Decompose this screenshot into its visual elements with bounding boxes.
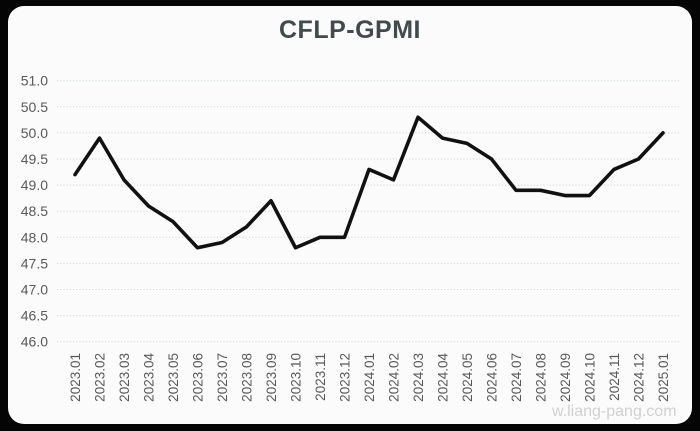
x-axis-tick-label: 2024.07 — [509, 353, 524, 402]
x-axis-tick-label: 2024.09 — [558, 353, 573, 402]
y-axis-tick-label: 51.0 — [21, 73, 48, 89]
x-axis-tick-label: 2024.10 — [583, 353, 598, 402]
y-axis-tick-label: 50.0 — [21, 125, 48, 141]
y-axis-tick-label: 48.5 — [21, 203, 48, 219]
x-axis-tick-label: 2024.04 — [436, 353, 451, 402]
y-axis-tick-label: 49.0 — [21, 177, 48, 193]
x-axis-tick-label: 2023.11 — [313, 353, 328, 401]
x-axis-tick-label: 2023.06 — [191, 353, 206, 402]
x-axis-tick-label: 2023.09 — [264, 353, 279, 402]
y-axis-tick-label: 47.0 — [21, 282, 48, 298]
x-axis-tick-label: 2024.01 — [362, 353, 377, 402]
x-axis-tick-label: 2024.08 — [534, 353, 549, 402]
x-axis-tick-label: 2024.05 — [460, 353, 475, 402]
y-axis-tick-label: 47.5 — [21, 255, 48, 271]
x-axis-tick-label: 2024.03 — [411, 353, 426, 402]
x-axis-tick-label: 2023.08 — [240, 353, 255, 402]
y-axis-tick-label: 46.0 — [21, 334, 48, 350]
y-axis-tick-label: 50.5 — [21, 99, 48, 115]
x-axis-tick-label: 2023.03 — [117, 353, 132, 402]
y-axis-tick-label: 48.0 — [21, 229, 48, 245]
y-axis-tick-label: 49.5 — [21, 151, 48, 167]
x-axis-tick-label: 2025.01 — [656, 353, 671, 402]
pmi-data-line — [73, 115, 665, 250]
chart-card — [8, 6, 692, 424]
x-axis-tick-label: 2023.12 — [338, 353, 353, 402]
x-axis-tick-label: 2023.07 — [215, 353, 230, 402]
x-axis-tick-label: 2023.01 — [68, 353, 83, 402]
x-axis-tick-label: 2023.10 — [289, 353, 304, 402]
x-axis-tick-label: 2023.05 — [166, 353, 181, 402]
x-axis-tick-label: 2024.02 — [387, 353, 402, 402]
x-axis-tick-label: 2024.11 — [607, 353, 622, 401]
x-axis-tick-label: 2024.12 — [632, 353, 647, 402]
x-axis-tick-label: 2024.06 — [485, 353, 500, 402]
y-axis-tick-label: 46.5 — [21, 308, 48, 324]
x-axis-tick-label: 2023.04 — [142, 353, 157, 402]
x-axis-tick-label: 2023.02 — [93, 353, 108, 402]
chart-title: CFLP-GPMI — [279, 16, 421, 44]
